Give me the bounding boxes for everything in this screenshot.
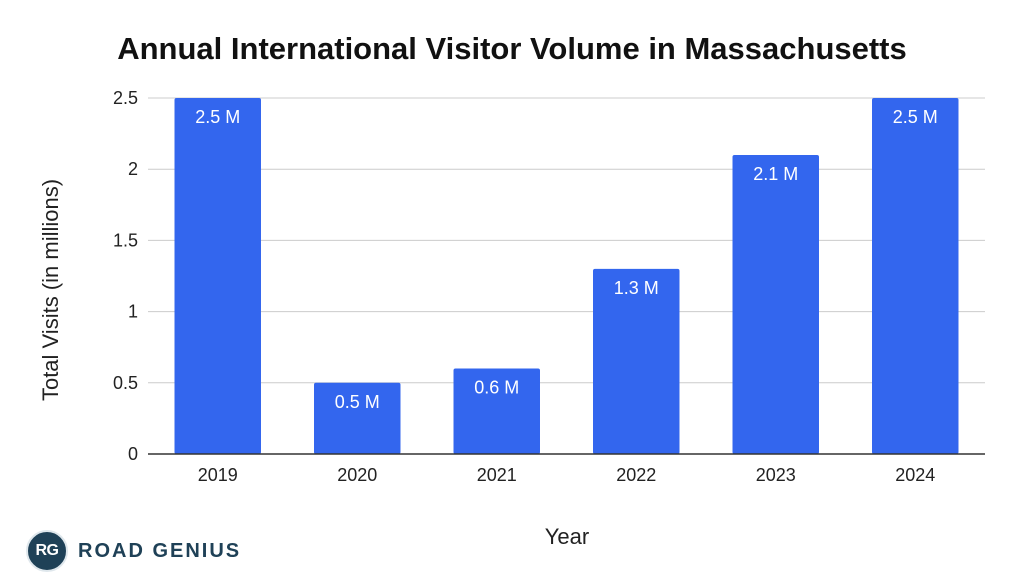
bar-data-label: 1.3 M — [614, 278, 659, 298]
y-axis-label: Total Visits (in millions) — [38, 179, 63, 401]
bar-data-label: 2.5 M — [893, 107, 938, 127]
x-tick-label: 2022 — [616, 465, 656, 485]
bar-2021 — [453, 368, 540, 454]
x-tick-label: 2020 — [337, 465, 377, 485]
bar-data-label: 0.6 M — [474, 378, 519, 398]
y-tick-label: 1 — [128, 302, 138, 322]
bar-2024 — [872, 98, 959, 454]
bar-data-label: 0.5 M — [335, 392, 380, 412]
y-axis-ticks: 0 0.5 1 1.5 2 2.5 — [113, 88, 138, 464]
gridlines — [148, 97, 985, 384]
brand-name: ROAD GENIUS — [78, 539, 242, 562]
y-tick-label: 2.5 — [113, 88, 138, 108]
bars — [174, 98, 959, 454]
x-tick-label: 2021 — [477, 465, 517, 485]
road-genius-logo: RG ROAD GENIUS — [26, 528, 241, 574]
y-tick-label: 2 — [128, 159, 138, 179]
x-axis-label: Year — [545, 524, 589, 549]
bar-data-label: 2.1 M — [753, 164, 798, 184]
x-axis-ticks: 2019 2020 2021 2022 2023 2024 — [198, 465, 936, 485]
bar-data-labels: 2.5 M 0.5 M 0.6 M 1.3 M 2.1 M 2.5 M — [195, 107, 938, 412]
bar-2019 — [174, 98, 261, 454]
bar-2020 — [314, 382, 401, 454]
y-tick-label: 0.5 — [113, 373, 138, 393]
x-tick-label: 2023 — [756, 465, 796, 485]
y-tick-label: 0 — [128, 444, 138, 464]
rg-badge-icon: RG — [26, 530, 68, 572]
x-tick-label: 2019 — [198, 465, 238, 485]
bar-2022 — [593, 268, 680, 454]
y-tick-label: 1.5 — [113, 230, 138, 250]
bar-2023 — [732, 154, 819, 454]
bar-data-label: 2.5 M — [195, 107, 240, 127]
x-tick-label: 2024 — [895, 465, 935, 485]
chart-title: Annual International Visitor Volume in M… — [117, 31, 907, 66]
